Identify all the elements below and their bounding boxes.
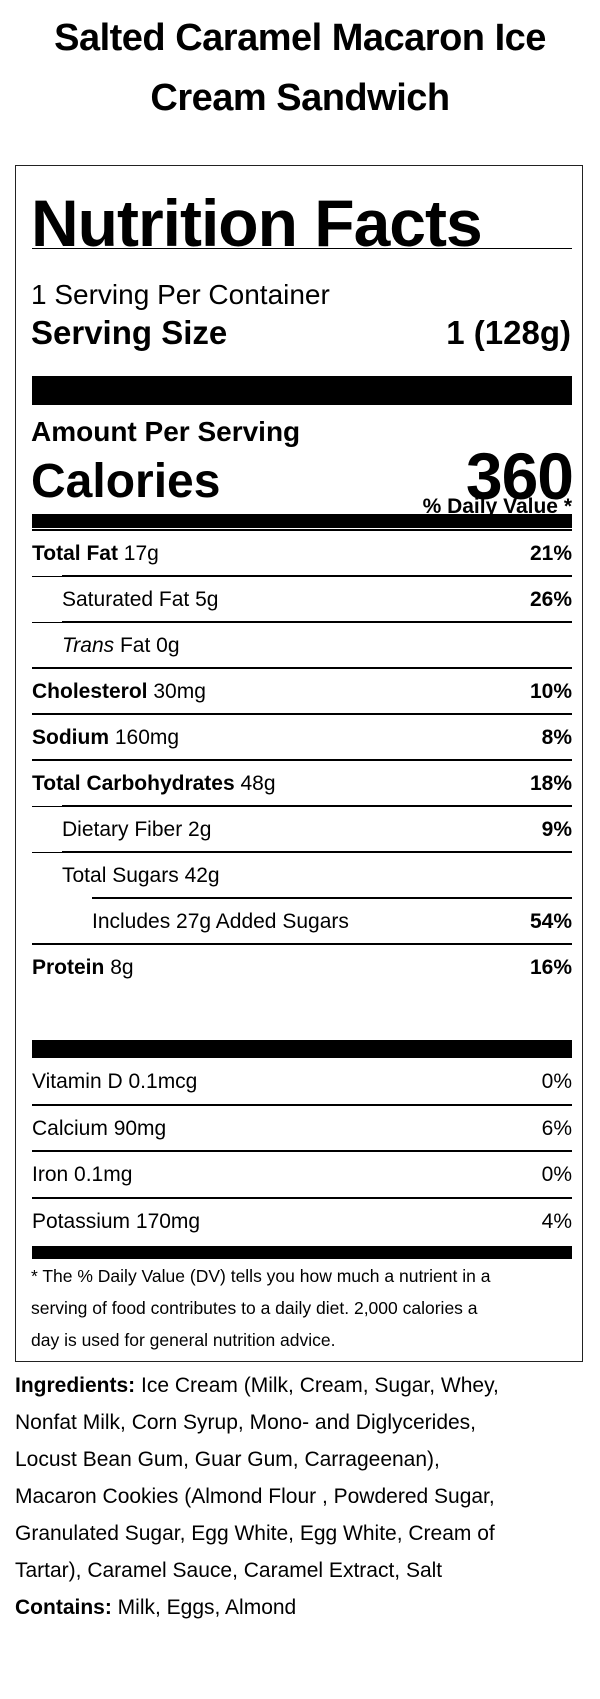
nutrient-row-total-fat: Total Fat 17g 21%: [32, 531, 572, 577]
vitamin-row-calcium: Calcium 90mg 6%: [32, 1106, 572, 1152]
allergen-statement: Contains: Milk, Eggs, Almond: [15, 1589, 296, 1626]
dv-percent: 8%: [541, 726, 572, 749]
thick-divider-footnote: [32, 1246, 572, 1259]
vitamin-row-iron: Iron 0.1mg 0%: [32, 1152, 572, 1199]
contains-label: Contains:: [15, 1596, 112, 1619]
contains-value: Milk, Eggs, Almond: [111, 1596, 297, 1619]
vitamin-row-vitamin-d: Vitamin D 0.1mcg 0%: [32, 1059, 572, 1106]
product-title-line-1: Salted Caramel Macaron Ice: [54, 17, 546, 59]
product-title: Salted Caramel Macaron Ice Cream Sandwic…: [0, 8, 600, 128]
dv-percent: 0%: [541, 1070, 572, 1094]
thick-divider-serving: [32, 376, 572, 405]
calories-row: Calories 360: [31, 438, 574, 514]
nutrient-row-cholesterol: Cholesterol 30mg 10%: [32, 669, 572, 715]
dv-percent: 21%: [529, 542, 572, 565]
nutrient-list: Total Fat 17g 21% Saturated Fat 5g 26% T…: [32, 531, 572, 991]
dv-percent: 16%: [529, 956, 572, 979]
product-title-line-2: Cream Sandwich: [150, 77, 450, 119]
thick-divider-calories: [32, 514, 572, 528]
ingredients-label: Ingredients:: [15, 1374, 136, 1397]
dv-percent: 54%: [529, 910, 572, 933]
vitamin-row-potassium: Potassium 170mg 4%: [32, 1209, 572, 1233]
calories-label: Calories: [31, 455, 221, 508]
dv-percent: 0%: [541, 1163, 572, 1187]
nutrient-row-total-sugars: Total Sugars 42g: [32, 853, 572, 899]
nutrient-row-added-sugars: Includes 27g Added Sugars 54%: [32, 899, 572, 945]
dv-percent: 18%: [529, 772, 572, 795]
thick-divider-vitamins: [32, 1040, 572, 1058]
nutrient-row-sodium: Sodium 160mg 8%: [32, 715, 572, 761]
amount-per-serving: Amount Per Serving: [31, 416, 301, 447]
vitamin-mineral-list: Vitamin D 0.1mcg 0% Calcium 90mg 6% Iron…: [32, 1059, 572, 1245]
dv-percent: 10%: [529, 680, 572, 703]
heading-divider: [32, 248, 572, 249]
nutrient-row-protein: Protein 8g 16%: [32, 956, 572, 979]
dv-header-divider: [32, 529, 572, 531]
nutrient-row-dietary-fiber: Dietary Fiber 2g 9%: [32, 807, 572, 853]
daily-value-header: % Daily Value *: [422, 495, 572, 518]
serving-size-row: Serving Size 1 (128g): [31, 313, 571, 353]
ingredients-statement: Ingredients: Ice Cream (Milk, Cream, Sug…: [15, 1374, 499, 1582]
serving-size-value: 1 (128g): [446, 314, 571, 351]
nutrition-facts-panel: Nutrition Facts 1 Serving Per Container …: [15, 165, 583, 1362]
nutrient-row-trans-fat: Trans Fat 0g: [32, 623, 572, 669]
serving-size-label: Serving Size: [31, 314, 228, 351]
dv-percent: 6%: [541, 1116, 572, 1140]
nutrient-row-saturated-fat: Saturated Fat 5g 26%: [32, 577, 572, 623]
calories-value: 360: [465, 439, 574, 513]
nutrient-row-total-carbohydrates: Total Carbohydrates 48g 18%: [32, 761, 572, 807]
daily-value-footnote: * The % Daily Value (DV) tells you how m…: [31, 1266, 491, 1350]
servings-per-container: 1 Serving Per Container: [31, 279, 330, 310]
nutrition-facts-heading: Nutrition Facts: [31, 186, 483, 260]
dv-percent: 9%: [541, 818, 572, 841]
dv-percent: 26%: [529, 588, 572, 611]
dv-percent: 4%: [541, 1209, 572, 1233]
